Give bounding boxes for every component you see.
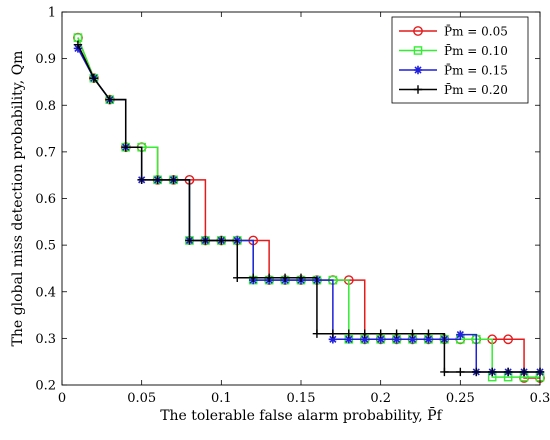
data-point <box>217 236 226 245</box>
legend: P̄m = 0.05 P̄m = 0.10 P̄m = 0.15 P̄m = 0.20 <box>391 16 529 104</box>
legend-entry: P̄m = 0.15 <box>399 62 508 78</box>
y-tick-label: 0.4 <box>35 285 56 300</box>
legend-entry: P̄m = 0.10 <box>399 43 508 58</box>
data-point <box>456 367 465 377</box>
data-point <box>328 329 338 338</box>
data-point <box>488 367 497 377</box>
data-point <box>424 335 433 344</box>
data-point <box>89 74 99 83</box>
data-point <box>360 329 369 338</box>
data-point <box>503 334 514 345</box>
x-axis-label: The tolerable false alarm probability, P… <box>160 406 443 424</box>
y-axis-label: The global miss detection probability, Q… <box>10 51 26 347</box>
y-tick-label: 0.9 <box>35 52 56 67</box>
data-point <box>456 330 465 339</box>
data-point <box>312 329 322 338</box>
x-tick-label: 0.1 <box>211 391 232 406</box>
data-point <box>472 367 481 377</box>
y-tick-label: 1 <box>48 6 56 21</box>
data-point <box>503 367 513 377</box>
x-tick-label: 0.15 <box>287 391 316 406</box>
y-tick-label: 0.2 <box>35 379 56 394</box>
y-tick-label: 0.5 <box>35 239 56 254</box>
x-tick-label: 0.05 <box>127 391 156 406</box>
y-tick-label: 0.7 <box>35 145 56 160</box>
data-point <box>413 26 423 36</box>
data-point <box>137 175 146 185</box>
data-point <box>519 367 529 377</box>
legend-label: P̄m = 0.05 <box>444 23 508 38</box>
series-group <box>73 32 545 383</box>
y-tick-label: 0.8 <box>35 99 56 114</box>
y-tick-label: 0.3 <box>35 332 56 347</box>
data-point <box>408 335 417 344</box>
legend-label: P̄m = 0.10 <box>444 43 508 58</box>
data-point <box>424 329 433 338</box>
data-point <box>408 329 417 338</box>
series-4 <box>73 40 545 377</box>
axes-box <box>61 11 541 386</box>
data-point <box>392 335 401 344</box>
data-point <box>201 236 210 245</box>
data-point <box>185 236 194 245</box>
data-point <box>296 273 306 282</box>
x-tick-label: 0.25 <box>446 391 475 406</box>
legend-entry: P̄m = 0.20 <box>399 82 508 97</box>
x-tick-label: 0.3 <box>530 391 550 406</box>
data-point <box>280 273 290 282</box>
data-point <box>169 175 178 185</box>
x-tick-label: 0.2 <box>370 391 391 406</box>
data-point <box>264 273 274 282</box>
data-point <box>376 335 385 344</box>
legend-entry: P̄m = 0.05 <box>399 23 508 39</box>
data-point <box>153 175 162 185</box>
data-point <box>392 329 401 338</box>
y-tick-label: 0.6 <box>35 192 56 207</box>
data-point <box>121 143 130 152</box>
data-point <box>105 95 114 104</box>
data-point <box>360 335 369 344</box>
data-point <box>73 40 83 49</box>
data-point <box>413 85 423 94</box>
data-point <box>344 329 353 338</box>
data-point <box>233 273 242 282</box>
data-point <box>328 335 338 344</box>
data-point <box>249 273 258 282</box>
legend-label: P̄m = 0.15 <box>444 62 508 77</box>
data-point <box>440 367 449 377</box>
legend-label: P̄m = 0.20 <box>444 82 508 97</box>
data-point <box>413 65 423 75</box>
data-point <box>344 335 353 344</box>
axis-ticks: 0 0.05 0.1 0.15 0.2 0.25 0.3 0.2 0.3 0.4 0.5 0.6 0.7… <box>35 6 550 407</box>
x-tick-label: 0 <box>58 391 66 406</box>
plot-frame <box>61 11 541 386</box>
data-point <box>413 46 423 55</box>
data-point <box>376 329 385 338</box>
